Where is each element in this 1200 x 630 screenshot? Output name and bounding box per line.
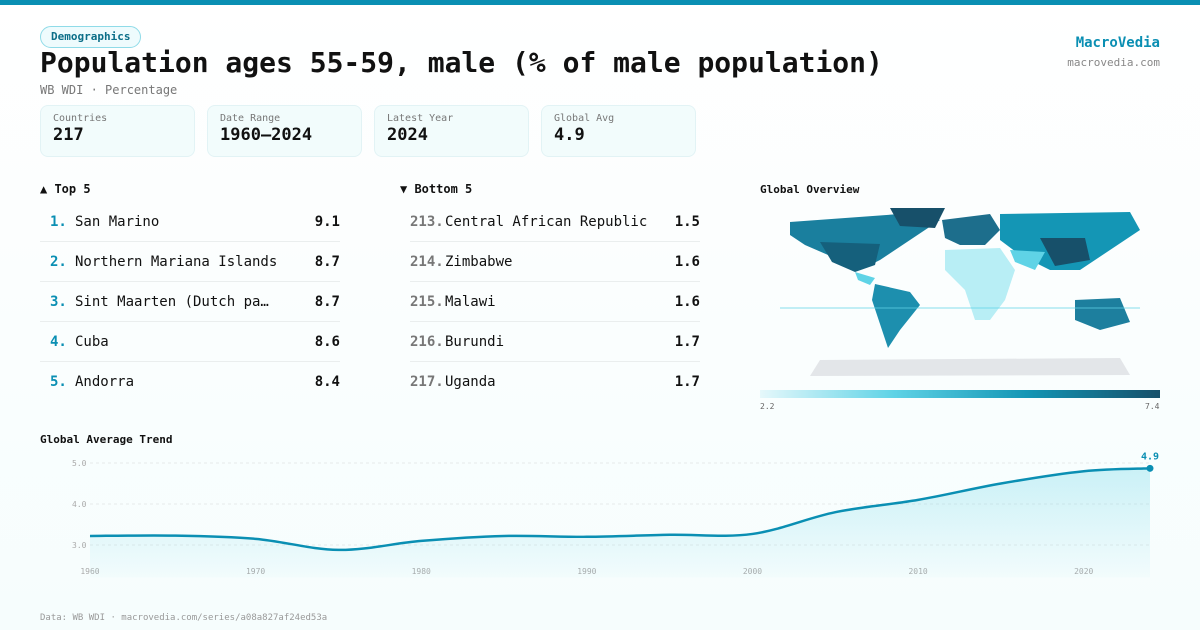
list-item[interactable]: 215. Malawi 1.6 (410, 282, 700, 322)
y-tick-label: 4.0 (72, 500, 87, 509)
country-value: 1.5 (674, 213, 700, 230)
country-name: Central African Republic (445, 213, 648, 230)
country-value: 1.6 (674, 293, 700, 310)
country-name: Northern Mariana Islands (75, 253, 278, 270)
rank: 213. (410, 213, 444, 230)
stat-value: 217 (53, 125, 84, 145)
rank: 214. (410, 253, 444, 270)
list-item[interactable]: 214. Zimbabwe 1.6 (410, 242, 700, 282)
list-item[interactable]: 1. San Marino 9.1 (40, 202, 340, 242)
europe (942, 214, 1000, 245)
country-value: 8.7 (314, 293, 340, 310)
list-item[interactable]: 4. Cuba 8.6 (40, 322, 340, 362)
stat-value: 1960–2024 (220, 125, 313, 145)
stat-card-latest-year: Latest Year 2024 (374, 105, 529, 157)
china (1040, 238, 1090, 266)
country-name: Sint Maarten (Dutch pa… (75, 293, 269, 310)
country-name: Cuba (75, 333, 109, 350)
country-name: Malawi (445, 293, 496, 310)
list-item[interactable]: 213. Central African Republic 1.5 (410, 202, 700, 242)
australia (1075, 298, 1130, 330)
united-states (820, 242, 880, 272)
rank: 5. (50, 374, 67, 390)
top-5-heading: ▲ Top 5 (40, 182, 91, 196)
stat-card-global-avg: Global Avg 4.9 (541, 105, 696, 157)
world-map[interactable] (760, 200, 1160, 380)
rank: 4. (50, 333, 67, 350)
country-value: 1.7 (674, 333, 700, 350)
country-value: 1.6 (674, 253, 700, 270)
y-tick-label: 3.0 (72, 541, 87, 550)
south-asia (1010, 250, 1045, 270)
africa (945, 248, 1015, 320)
rank: 2. (50, 253, 67, 270)
stat-label: Date Range (220, 113, 281, 124)
trend-heading: Global Average Trend (40, 433, 173, 446)
top-accent-bar (0, 0, 1200, 5)
rank: 1. (50, 213, 67, 230)
north-america (790, 214, 940, 270)
map-color-legend (760, 390, 1160, 398)
trend-chart: 3.04.05.019601970198019902000201020204.9 (72, 451, 1159, 578)
page-subtitle: WB WDI · Percentage (40, 83, 178, 97)
list-item[interactable]: 216. Burundi 1.7 (410, 322, 700, 362)
country-name: San Marino (75, 213, 160, 230)
rank: 216. (410, 333, 444, 350)
top-5-list: 1. San Marino 9.1 2. Northern Mariana Island… (40, 202, 340, 402)
footer-source: Data: WB WDI · macrovedia.com/series/a08… (40, 613, 328, 623)
country-value: 1.7 (674, 374, 700, 390)
country-value: 9.1 (314, 213, 340, 230)
country-name: Andorra (75, 374, 135, 390)
bottom-5-heading: ▼ Bottom 5 (400, 182, 473, 196)
brand-url[interactable]: macrovedia.com (1067, 56, 1160, 69)
rank: 215. (410, 293, 444, 310)
legend-max: 7.4 (1145, 402, 1160, 411)
trend-line (89, 467, 1151, 552)
end-point-marker (1146, 464, 1154, 472)
rank: 3. (50, 293, 67, 310)
legend-min: 2.2 (760, 402, 775, 411)
stat-label: Countries (53, 113, 108, 124)
greenland (890, 208, 945, 228)
list-item[interactable]: 2. Northern Mariana Islands 8.7 (40, 242, 340, 282)
country-value: 8.7 (314, 253, 340, 270)
bottom-5-list: 213. Central African Republic 1.5 214. Zimba… (410, 202, 700, 402)
category-tag[interactable]: Demographics (40, 26, 142, 48)
country-value: 8.6 (314, 333, 340, 350)
brand-logo[interactable]: MacroVedia (1075, 35, 1160, 51)
map-heading: Global Overview (760, 183, 860, 196)
country-name: Uganda (445, 374, 496, 390)
country-name: Zimbabwe (445, 253, 513, 270)
country-name: Burundi (445, 333, 505, 350)
stat-value: 2024 (387, 125, 428, 145)
rank: 217. (410, 374, 444, 390)
stat-label: Global Avg (554, 113, 615, 124)
stat-value: 4.9 (554, 125, 585, 145)
stat-card-date-range: Date Range 1960–2024 (207, 105, 362, 157)
central-america (855, 272, 875, 285)
country-value: 8.4 (314, 374, 340, 390)
end-value-label: 4.9 (1141, 451, 1159, 462)
list-item[interactable]: 217. Uganda 1.7 (410, 362, 700, 402)
y-tick-label: 5.0 (72, 459, 87, 468)
page-title: Population ages 55-59, male (% of male p… (40, 46, 883, 79)
map-land (790, 208, 1140, 376)
south-america (872, 284, 920, 348)
stat-card-countries: Countries 217 (40, 105, 195, 157)
stat-label: Latest Year (387, 113, 454, 124)
list-item[interactable]: 3. Sint Maarten (Dutch pa… 8.7 (40, 282, 340, 322)
list-item[interactable]: 5. Andorra 8.4 (40, 362, 340, 402)
antarctica (810, 358, 1130, 376)
